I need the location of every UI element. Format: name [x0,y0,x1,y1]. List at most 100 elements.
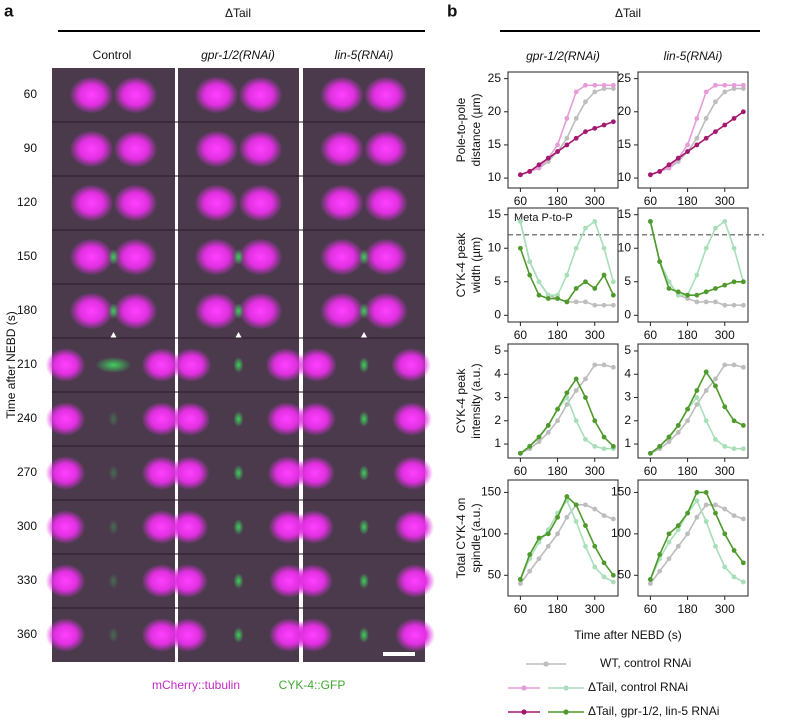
legend-label: ΔTail, gpr-1/2, lin-5 RNAi [588,704,719,718]
spindle-pole [296,402,336,436]
data-point [647,450,653,456]
spindle-pole [194,184,239,222]
y-tick-label: 5 [494,274,501,288]
y-tick-label: 50 [618,567,632,581]
data-point [731,446,737,452]
data-point [536,162,542,168]
x-tick-label: 60 [514,328,528,342]
data-point [731,418,737,424]
row-label: 240 [17,411,37,425]
channel-label: CYK-4::GFP [279,678,346,692]
spindle-pole [113,76,158,114]
y-tick-label: 25 [488,71,502,85]
data-point [573,502,579,508]
y-axis-label: distance (µm) [469,94,483,167]
data-point [740,302,746,308]
data-point [666,286,672,291]
data-point [545,296,551,301]
data-point [722,282,728,288]
data-point [592,219,598,224]
data-point [601,434,607,440]
y-tick-label: 20 [488,104,502,118]
data-point [694,490,700,495]
data-point [713,225,718,231]
data-point [545,423,551,428]
data-point [731,302,737,308]
y-tick-label: 5 [624,274,631,288]
y-axis-label: spindle (a.u.) [469,503,483,572]
data-point [583,82,588,88]
x-tick-label: 180 [678,602,698,616]
data-point [601,272,607,278]
data-point [694,498,700,504]
chart-title: gpr-1/2(RNAi) [526,49,600,63]
chart-title: lin-5(RNAi) [664,49,723,63]
cyk4-signal [233,573,244,589]
data-point [713,436,718,442]
data-point [685,142,690,148]
data-point [675,523,681,528]
spindle-pole [168,618,208,652]
data-point [545,430,551,435]
data-point [657,443,663,449]
y-tick-label: 3 [624,390,631,404]
data-point [703,135,709,141]
y-tick-label: 10 [618,240,632,254]
spindle-pole [69,238,114,276]
data-point [583,225,588,231]
data-point [740,82,746,88]
data-point [694,299,700,305]
series-line [520,120,614,176]
x-tick-label: 300 [585,464,605,478]
data-point [536,165,542,171]
data-point [527,169,533,174]
row-label: 90 [24,141,38,155]
spindle-pole [393,456,433,490]
panel-label: a [4,1,14,20]
data-point [583,543,588,549]
spindle-pole [194,238,239,276]
data-point [713,383,718,389]
spindle-pole [141,402,182,436]
data-point [703,519,709,524]
data-point [740,560,746,566]
data-point [713,376,718,382]
data-point [740,86,746,91]
x-tick-label: 60 [644,194,658,208]
data-point [740,364,746,370]
spindle-pole [392,402,432,436]
data-point [713,82,718,88]
data-point [555,531,560,537]
y-axis-label: CYK-4 peak [454,368,468,434]
data-point [583,502,588,508]
data-point [592,286,598,291]
spindle-pole [238,184,283,222]
data-point [592,362,598,368]
data-point [601,513,607,519]
data-point [555,149,560,154]
cyk4-signal [108,519,119,535]
cyk4-signal [233,411,244,427]
cyk4-signal [359,519,369,535]
row-label: 180 [17,303,37,317]
data-point [740,579,746,585]
spindle-pole [395,564,435,598]
cyk4-signal [359,627,369,643]
data-point [675,527,681,533]
data-point [564,116,570,121]
panel-label: b [447,1,457,20]
data-point [536,439,542,445]
data-point [592,564,598,570]
spindle-pole [295,456,335,490]
series-line [649,491,744,580]
spindle-pole [293,564,333,598]
spindle-pole [69,292,114,330]
data-point [722,89,728,95]
data-point [601,245,607,251]
y-axis-label: Time after NEBD (s) [4,311,18,419]
series-line [519,377,614,454]
annotation: Meta P-to-P [514,212,573,224]
y-tick-label: 4 [494,366,501,380]
y-tick-label: 150 [611,485,631,499]
data-point [573,299,579,305]
